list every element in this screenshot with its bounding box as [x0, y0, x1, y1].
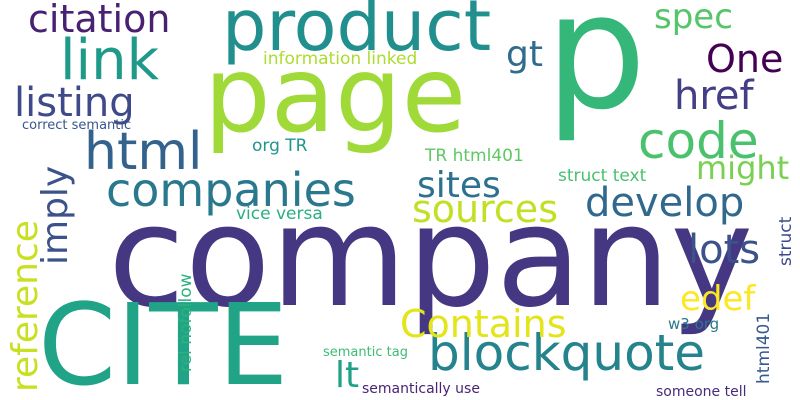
- word-semantically-use: semantically use: [362, 381, 480, 397]
- word-html: html: [84, 122, 203, 182]
- word-someone-tell: someone tell: [656, 384, 747, 400]
- word-cite: CITE: [38, 281, 289, 400]
- word-one: One: [706, 37, 784, 81]
- word-sites: sites: [417, 165, 501, 206]
- word-might: might: [696, 149, 790, 187]
- word-vice-versa: vice versa: [236, 204, 323, 224]
- word-link: link: [60, 28, 160, 93]
- word-semantic-tag: semantic tag: [323, 345, 408, 360]
- word-struct-text: struct text: [558, 166, 647, 186]
- word-tr-html401: TR html401: [425, 146, 524, 166]
- word-gt: gt: [506, 34, 543, 75]
- word-listing: listing: [14, 80, 135, 126]
- word-href: href: [674, 73, 754, 119]
- word-spec: spec: [654, 0, 733, 37]
- word-correct-semantic: correct semantic: [22, 118, 132, 133]
- word-lots: lots: [688, 227, 761, 273]
- word-contains: Contains: [400, 302, 567, 346]
- word-citation: citation: [28, 0, 171, 41]
- word-struct: struct: [776, 216, 796, 266]
- word-edef: edef: [680, 279, 756, 319]
- word-page: page: [204, 34, 467, 156]
- word-information-linked: information linked: [263, 49, 418, 69]
- word-w3-org: w3 org: [668, 315, 720, 333]
- word-blockquote: blockquote: [428, 324, 706, 382]
- word-code: code: [638, 112, 759, 170]
- word-org-tr: org TR: [252, 136, 308, 156]
- word-lt: lt: [335, 355, 360, 396]
- word-imply: imply: [35, 165, 76, 265]
- word-p: p: [545, 0, 647, 145]
- word-sources: sources: [412, 187, 558, 231]
- word-company: company: [108, 176, 754, 339]
- word-html401: html401: [754, 312, 774, 384]
- word-develop: develop: [585, 180, 745, 226]
- word-product: product: [222, 0, 492, 67]
- word-rel-nofollow: rel nofollow: [176, 273, 196, 372]
- word-companies: companies: [106, 163, 356, 217]
